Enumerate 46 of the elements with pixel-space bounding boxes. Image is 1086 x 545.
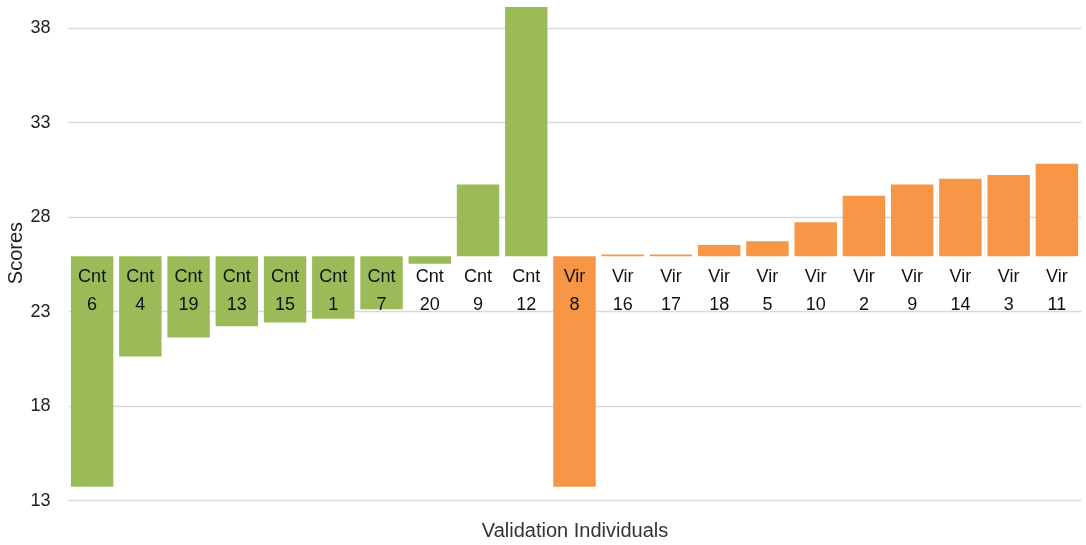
x-tick-label: Cnt 1 (319, 266, 348, 315)
x-tick-label: Cnt 15 (271, 266, 300, 315)
y-tick-label: 33 (30, 111, 51, 132)
x-tick-label: Cnt 9 (464, 266, 493, 315)
x-tick-label: Cnt 20 (415, 266, 444, 315)
bar (842, 195, 886, 257)
bar (70, 256, 114, 487)
y-axis-title: Scores (4, 221, 27, 285)
bar (794, 222, 837, 257)
x-tick-label: Cnt 6 (78, 266, 107, 315)
bar (987, 175, 1030, 257)
x-tick-label: Vir 3 (997, 266, 1020, 315)
x-tick-label: Cnt 4 (126, 266, 155, 315)
bar (939, 178, 982, 257)
bar (215, 256, 259, 327)
y-tick-label: 18 (30, 395, 51, 416)
x-tick-label: Cnt 12 (512, 266, 541, 315)
bar (697, 244, 741, 257)
x-tick-label: Vir 17 (660, 266, 682, 315)
bar (890, 184, 934, 257)
bar (167, 256, 210, 338)
x-tick-label: Cnt 13 (222, 266, 251, 315)
x-tick-label: Vir 11 (1046, 266, 1068, 315)
y-tick-label: 28 (30, 206, 51, 227)
x-tick-label: Vir 16 (611, 266, 634, 315)
x-tick-label: Cnt 19 (174, 266, 203, 315)
bar (1035, 163, 1079, 257)
bar (505, 6, 548, 257)
x-tick-label: Vir 8 (563, 266, 586, 315)
x-tick-label: Vir 10 (804, 266, 827, 315)
bar (360, 256, 403, 310)
bar (746, 241, 789, 257)
x-tick-label: Vir 9 (901, 266, 924, 315)
bar (312, 256, 355, 319)
x-axis-title: Validation Individuals (481, 518, 669, 541)
x-tick-label: Vir 14 (949, 266, 972, 315)
x-tick-label: Vir 18 (708, 266, 731, 315)
y-tick-label: 23 (30, 300, 51, 321)
bar (456, 184, 500, 257)
x-tick-label: Vir 2 (853, 266, 875, 315)
bar (553, 256, 596, 487)
y-tick-label: 38 (30, 17, 51, 38)
bar (119, 256, 162, 357)
x-tick-label: Vir 5 (756, 266, 779, 315)
y-tick-label: 13 (30, 489, 51, 510)
bar (408, 256, 452, 264)
